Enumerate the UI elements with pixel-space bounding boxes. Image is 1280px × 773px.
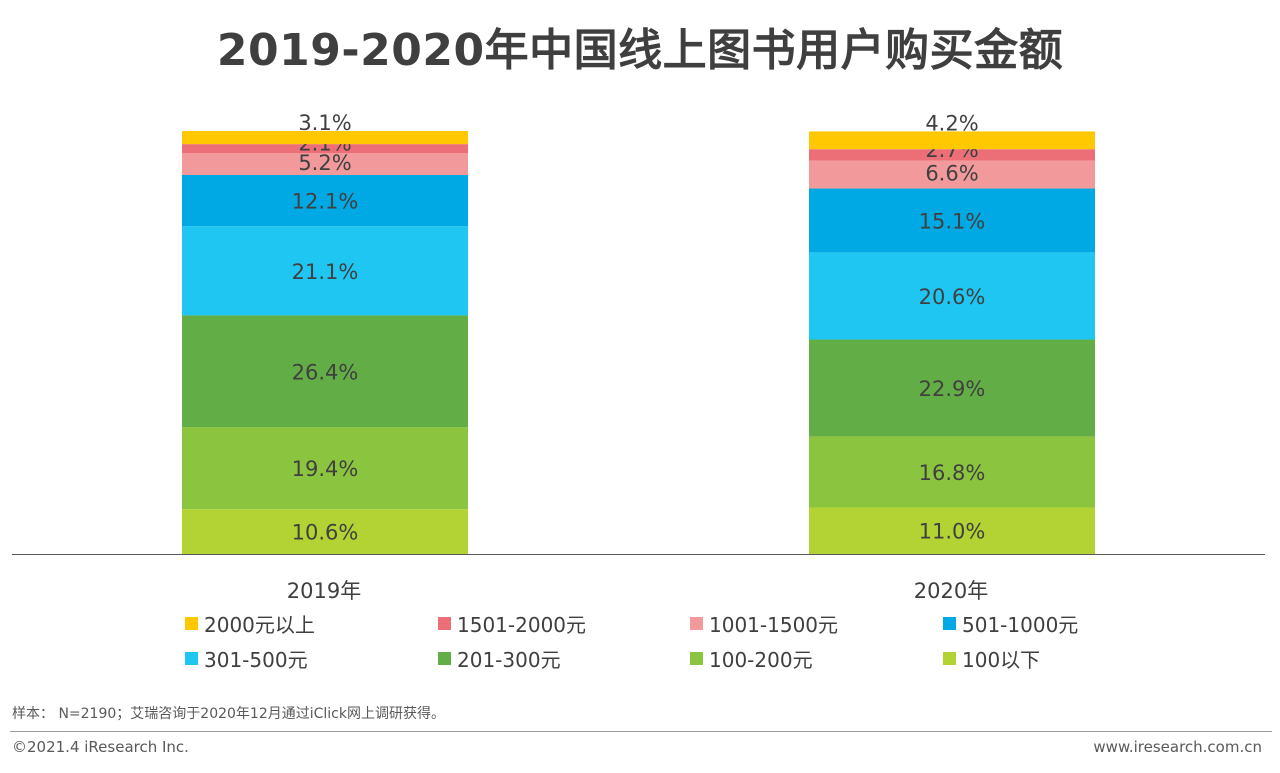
bar-segment-2019年-1001-1500元 <box>182 152 468 175</box>
legend-label: 100-200元 <box>709 647 813 672</box>
legend-item-501-1000元: 501-1000元 <box>943 610 1079 637</box>
website-link[interactable]: www.iresearch.com.cn <box>1093 738 1262 756</box>
footer-divider <box>10 731 1272 732</box>
data-label-2019年-201-300元: 26.4% <box>292 360 359 384</box>
legend-label: 501-1000元 <box>962 612 1079 637</box>
bar-segment-2020年-1501-2000元 <box>809 149 1095 161</box>
legend-item-100以下: 100以下 <box>943 645 1041 672</box>
bar-segment-2019年-100以下 <box>182 509 468 554</box>
copyright-text: ©2021.4 iResearch Inc. <box>12 738 189 756</box>
legend-label: 1001-1500元 <box>709 612 839 637</box>
legend-item-2000元以上: 2000元以上 <box>185 610 315 637</box>
bar-segment-2019年-1501-2000元 <box>182 144 468 153</box>
legend-item-100-200元: 100-200元 <box>690 645 813 672</box>
data-label-2019年-2000元以上: 3.1% <box>298 111 351 135</box>
bar-segment-2020年-100-200元 <box>809 436 1095 508</box>
legend-swatch <box>185 616 198 630</box>
stacked-bar-chart: 10.6%19.4%26.4%21.1%12.1%5.2%2.1%3.1%201… <box>12 111 1265 603</box>
legend-label: 100以下 <box>962 647 1041 672</box>
data-label-2020年-100以下: 11.0% <box>919 520 986 544</box>
data-label-2019年-301-500元: 21.1% <box>292 260 359 284</box>
bar-segment-2020年-201-300元 <box>809 339 1095 437</box>
data-label-2020年-2000元以上: 4.2% <box>925 111 978 135</box>
legend-label: 1501-2000元 <box>457 612 587 637</box>
legend-label: 2000元以上 <box>204 612 315 637</box>
legend-swatch <box>438 616 451 630</box>
legend-swatch <box>690 616 703 630</box>
bar-segment-2020年-2000元以上 <box>809 131 1095 150</box>
bar-segment-2020年-100以下 <box>809 507 1095 554</box>
legend-item-201-300元: 201-300元 <box>438 645 561 672</box>
bar-segment-2019年-2000元以上 <box>182 131 468 145</box>
legend-swatch <box>690 651 703 665</box>
legend-swatch <box>185 651 198 665</box>
legend-swatch <box>943 651 956 665</box>
bar-segment-2019年-100-200元 <box>182 427 468 510</box>
legend-item-1501-2000元: 1501-2000元 <box>438 610 587 637</box>
category-label-2020年: 2020年 <box>914 579 988 603</box>
data-label-2019年-1001-1500元: 5.2% <box>298 151 351 175</box>
data-label-2019年-501-1000元: 12.1% <box>292 190 359 214</box>
bar-segment-2020年-501-1000元 <box>809 188 1095 253</box>
bar-segment-2020年-301-500元 <box>809 252 1095 340</box>
data-label-2019年-100-200元: 19.4% <box>292 457 359 481</box>
data-label-2019年-100以下: 10.6% <box>292 521 359 545</box>
bar-segment-2019年-501-1000元 <box>182 174 468 227</box>
legend-swatch <box>438 651 451 665</box>
legend-item-1001-1500元: 1001-1500元 <box>690 610 839 637</box>
sample-note: 样本： N=2190；艾瑞咨询于2020年12月通过iClick网上调研获得。 <box>12 706 445 722</box>
data-label-2020年-301-500元: 20.6% <box>919 285 986 309</box>
legend-swatch <box>943 616 956 630</box>
bar-segment-2019年-301-500元 <box>182 226 468 316</box>
legend-label: 301-500元 <box>204 647 308 672</box>
category-label-2019年: 2019年 <box>287 579 361 603</box>
data-label-2020年-1001-1500元: 6.6% <box>925 162 978 186</box>
data-label-2020年-100-200元: 16.8% <box>919 461 986 485</box>
legend-item-301-500元: 301-500元 <box>185 645 308 672</box>
bar-segment-2020年-1001-1500元 <box>809 160 1095 189</box>
data-label-2020年-201-300元: 22.9% <box>919 377 986 401</box>
chart-title: 2019-2020年中国线上图书用户购买金额 <box>216 25 1064 76</box>
data-label-2020年-501-1000元: 15.1% <box>919 209 986 233</box>
bar-segment-2019年-201-300元 <box>182 315 468 428</box>
legend-label: 201-300元 <box>457 647 561 672</box>
